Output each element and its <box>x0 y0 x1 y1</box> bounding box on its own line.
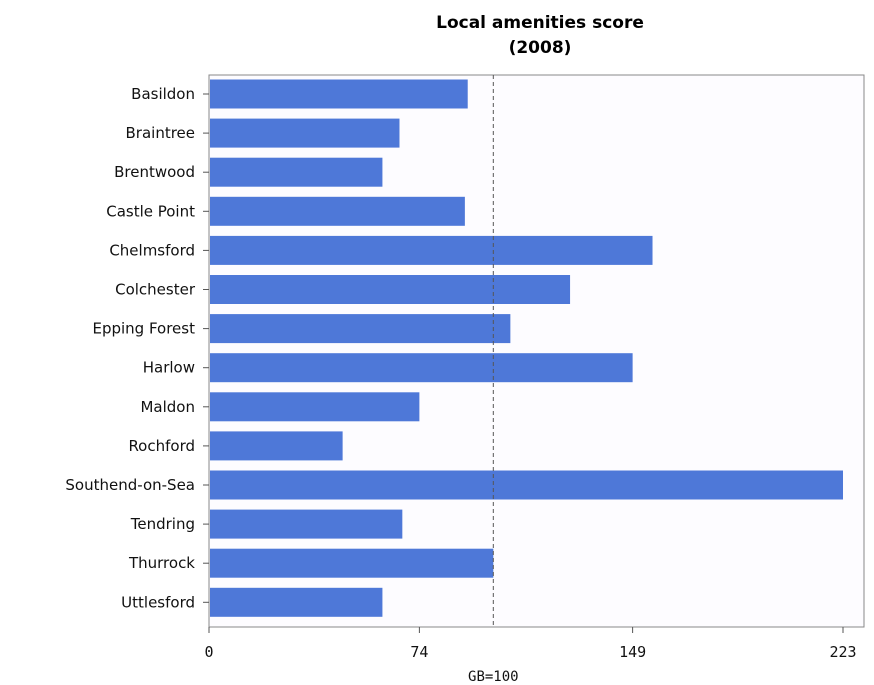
category-label: Southend-on-Sea <box>65 476 195 494</box>
bars-group <box>210 79 843 617</box>
category-labels: Basildon Braintree Brentwood Castle Point Ch… <box>65 85 209 611</box>
category-label: Tendring <box>130 515 195 533</box>
category-label: Rochford <box>128 437 195 455</box>
bar-uttlesford <box>210 587 383 617</box>
category-label: Epping Forest <box>92 320 195 338</box>
category-label: Thurrock <box>128 554 195 572</box>
bar-harlow <box>210 353 633 383</box>
category-label: Uttlesford <box>121 593 195 611</box>
category-label: Maldon <box>140 398 195 416</box>
bar-rochford <box>210 431 343 461</box>
bar-brentwood <box>210 157 383 187</box>
category-label: Brentwood <box>114 163 195 181</box>
bar-colchester <box>210 275 571 304</box>
bar-tendring <box>210 509 403 539</box>
x-tick-label: 74 <box>410 643 428 661</box>
bar-castle-point <box>210 196 465 226</box>
reference-label: GB=100 <box>468 669 519 685</box>
x-tick-label: 223 <box>829 643 856 661</box>
bar-thurrock <box>210 548 494 578</box>
category-label: Basildon <box>131 85 195 103</box>
x-axis-ticks: 0 74 149 223 <box>204 627 857 661</box>
x-tick-label: 149 <box>619 643 646 661</box>
bar-chelmsford <box>210 235 653 265</box>
bar-braintree <box>210 118 400 148</box>
chart-title-line2: (2008) <box>509 38 572 58</box>
bar-epping-forest <box>210 314 511 344</box>
category-label: Castle Point <box>106 202 195 220</box>
category-label: Chelmsford <box>109 241 195 259</box>
category-label: Braintree <box>126 124 196 142</box>
x-tick-label: 0 <box>204 643 213 661</box>
category-label: Colchester <box>115 281 196 299</box>
bar-maldon <box>210 392 420 422</box>
bar-southend-on-sea <box>210 470 843 500</box>
chart-title-line1: Local amenities score <box>436 13 644 33</box>
bar-basildon <box>210 79 468 109</box>
category-label: Harlow <box>143 359 195 377</box>
